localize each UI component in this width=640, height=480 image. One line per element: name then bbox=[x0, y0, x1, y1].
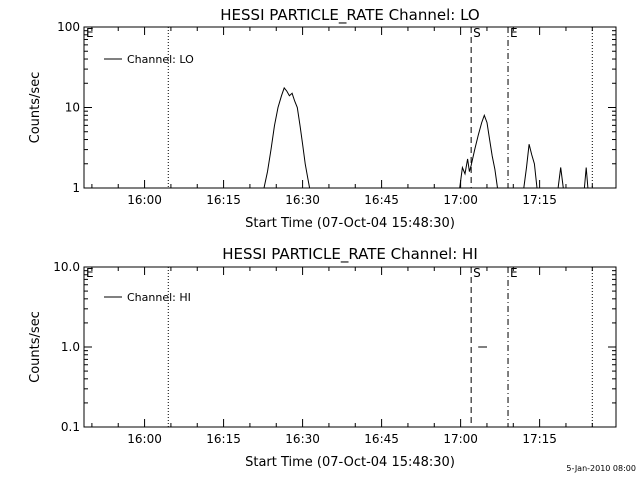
chart-title: HESSI PARTICLE_RATE Channel: LO bbox=[220, 6, 479, 25]
x-axis-label: Start Time (07-Oct-04 15:48:30) bbox=[245, 455, 455, 470]
y-tick-label: 1 bbox=[72, 181, 80, 195]
y-axis-label: Counts/sec bbox=[28, 311, 43, 383]
y-axis-label: Counts/sec bbox=[28, 72, 43, 144]
marker-label: E bbox=[86, 26, 94, 40]
marker-label: S bbox=[473, 266, 481, 280]
x-tick-label: 16:00 bbox=[127, 432, 162, 446]
x-tick-label: 17:15 bbox=[522, 432, 557, 446]
legend-label: Channel: HI bbox=[127, 291, 191, 304]
y-tick-label: 10.0 bbox=[53, 260, 80, 274]
legend: Channel: HI bbox=[104, 291, 191, 304]
y-tick-label: 10 bbox=[65, 101, 80, 115]
series-line bbox=[459, 113, 498, 189]
date-stamp: 5-Jan-2010 08:00 bbox=[566, 464, 636, 473]
y-tick-label: 0.1 bbox=[61, 420, 80, 434]
legend-label: Channel: LO bbox=[127, 53, 194, 66]
y-tick-label: 100 bbox=[57, 20, 80, 34]
series-line bbox=[557, 167, 564, 189]
panel-1: HESSI PARTICLE_RATE Channel: LO 1 10 100 16:… bbox=[28, 6, 617, 231]
x-tick-label: 16:15 bbox=[206, 432, 241, 446]
x-axis-label: Start Time (07-Oct-04 15:48:30) bbox=[245, 216, 455, 231]
chart-title: HESSI PARTICLE_RATE Channel: HI bbox=[222, 245, 478, 264]
legend: Channel: LO bbox=[104, 53, 194, 66]
marker-label: E bbox=[510, 266, 518, 280]
x-tick-label: 17:15 bbox=[522, 193, 557, 207]
x-tick-label: 16:00 bbox=[127, 193, 162, 207]
series-line bbox=[263, 86, 311, 189]
series-line bbox=[523, 144, 538, 189]
marker-label: E bbox=[86, 266, 94, 280]
x-tick-label: 16:45 bbox=[364, 432, 399, 446]
marker-label: E bbox=[510, 26, 518, 40]
x-tick-label: 16:15 bbox=[206, 193, 241, 207]
plot-frame bbox=[83, 26, 617, 189]
series-line bbox=[583, 167, 589, 189]
marker-label: S bbox=[473, 26, 481, 40]
x-tick-label: 17:00 bbox=[443, 193, 478, 207]
x-tick-label: 17:00 bbox=[443, 432, 478, 446]
y-tick-label: 1.0 bbox=[61, 340, 80, 354]
x-tick-label: 16:30 bbox=[285, 432, 320, 446]
panel-2: HESSI PARTICLE_RATE Channel: HI 0.1 1.0 10.… bbox=[28, 245, 617, 470]
x-tick-label: 16:45 bbox=[364, 193, 399, 207]
x-tick-label: 16:30 bbox=[285, 193, 320, 207]
